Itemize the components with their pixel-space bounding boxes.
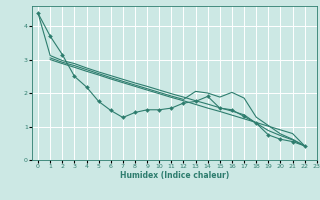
X-axis label: Humidex (Indice chaleur): Humidex (Indice chaleur) xyxy=(120,171,229,180)
